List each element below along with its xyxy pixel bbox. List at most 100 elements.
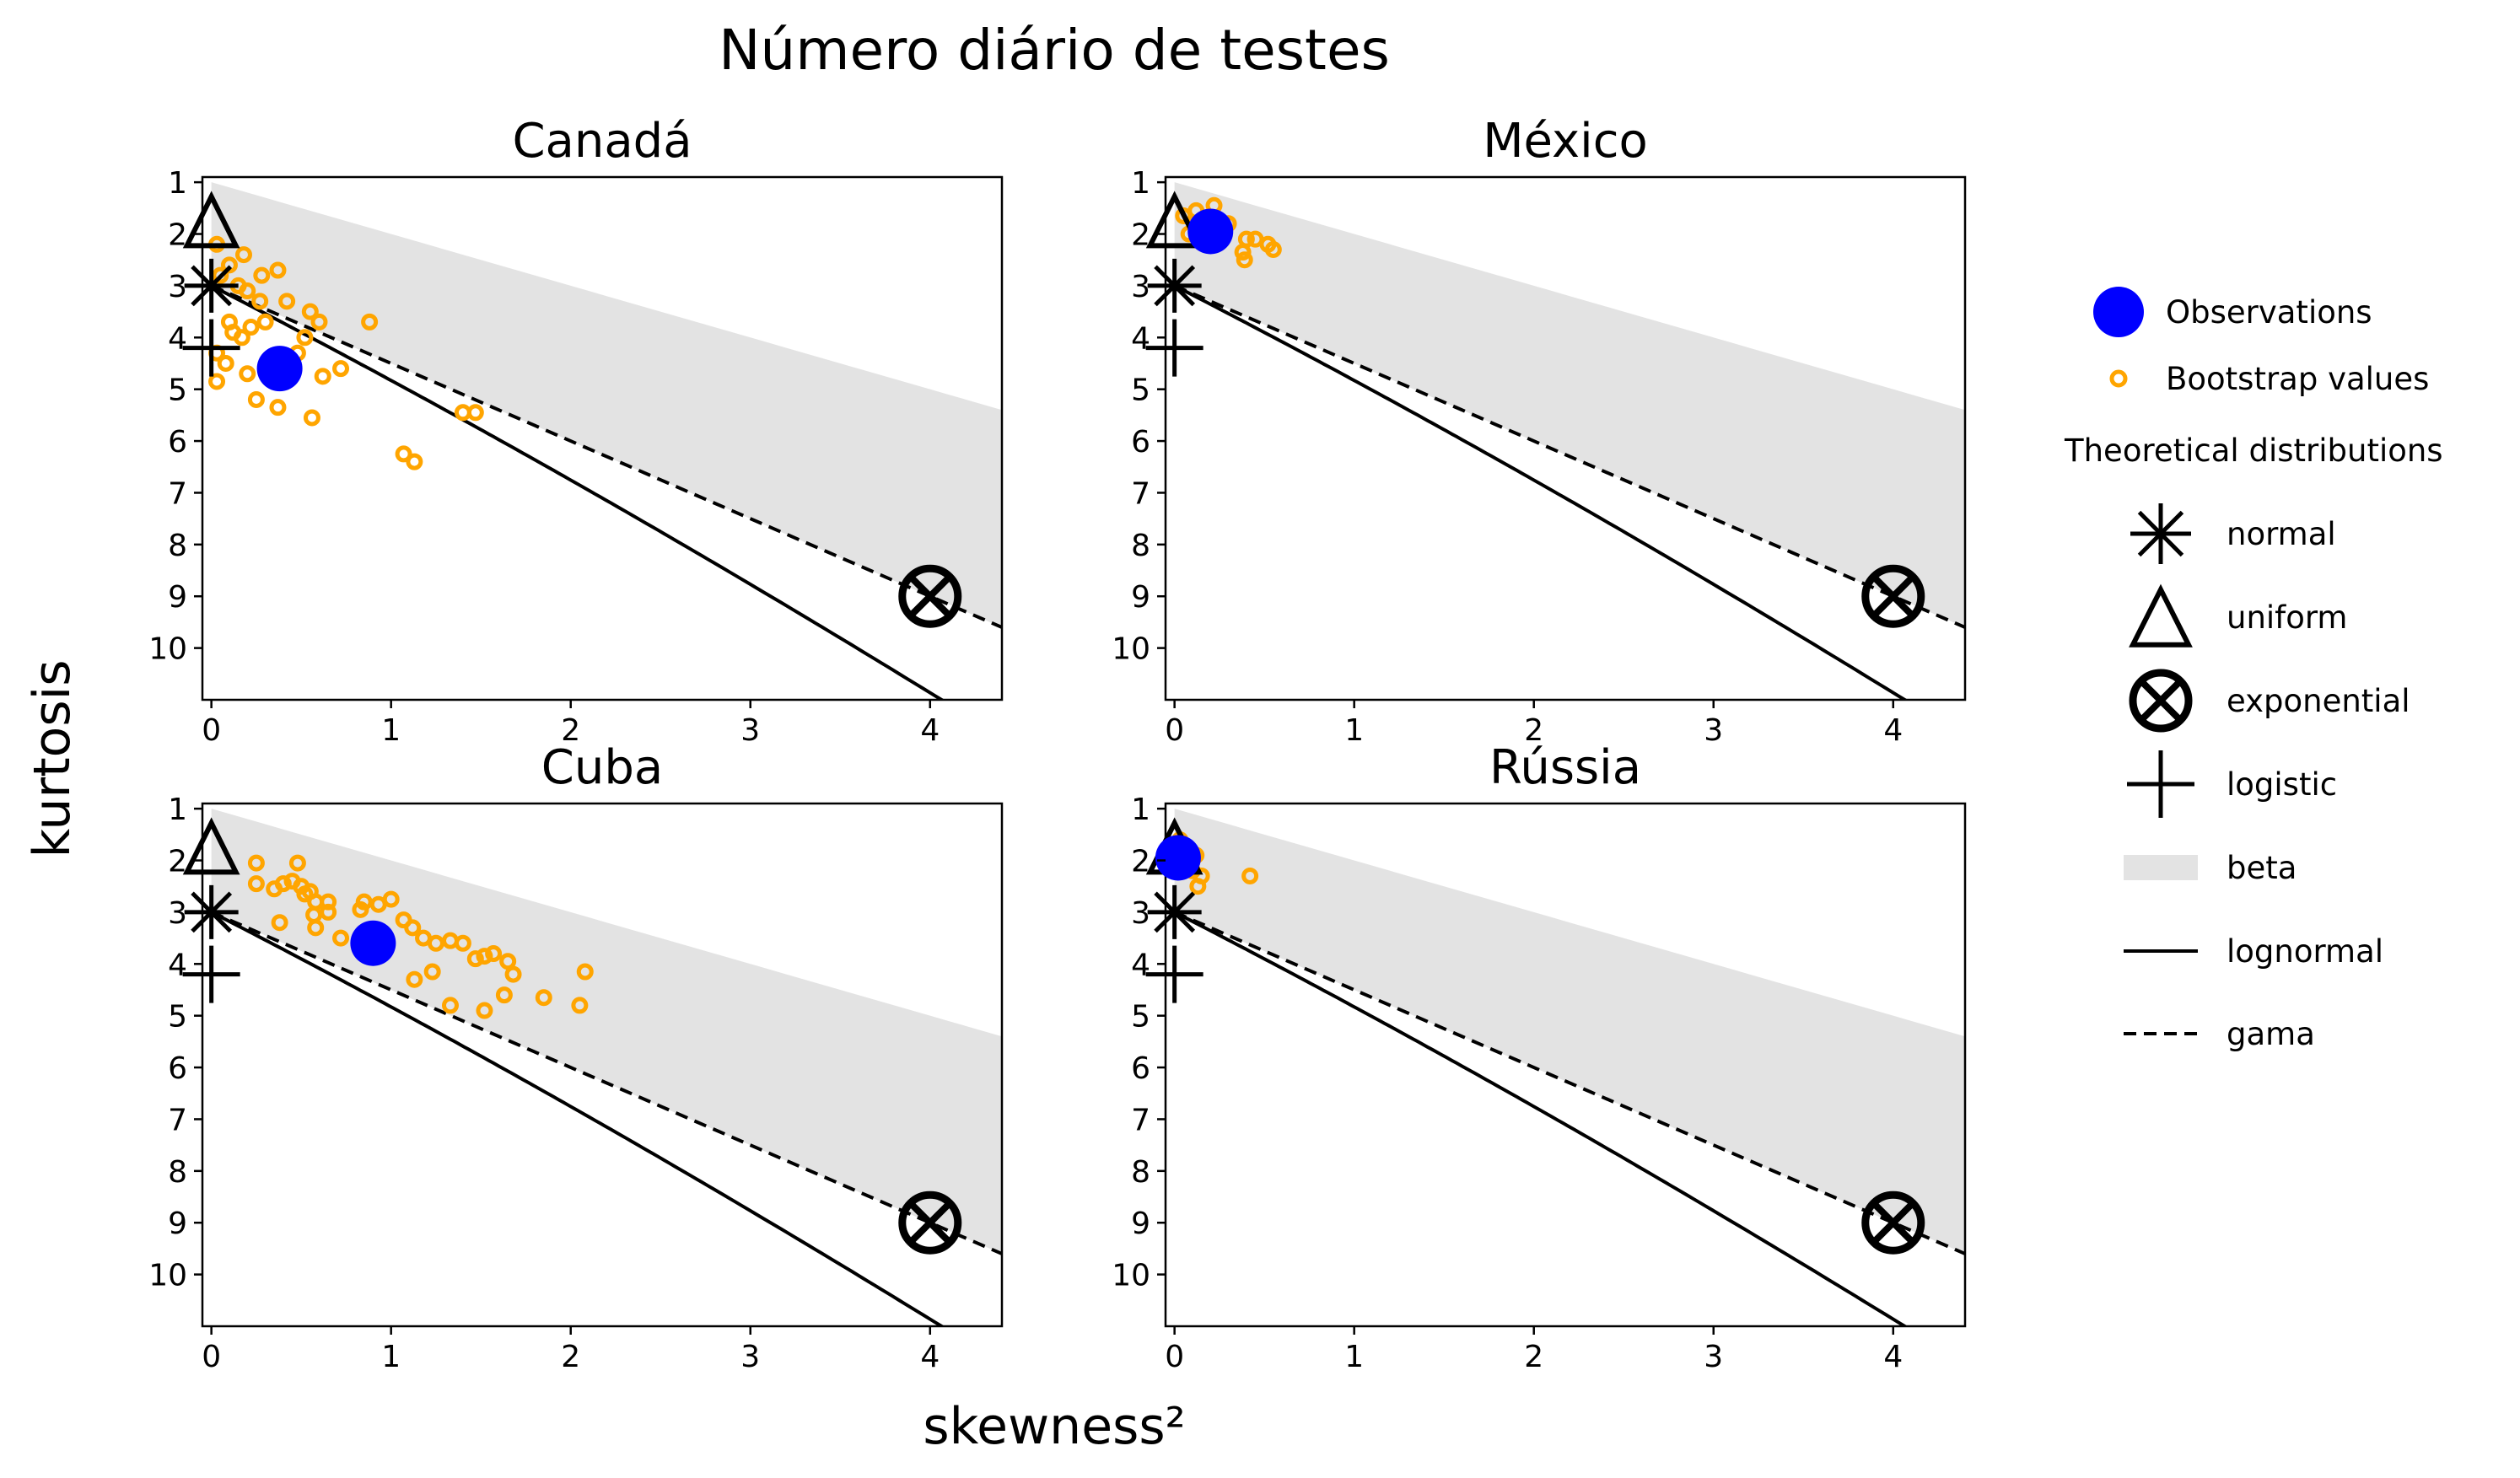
gamma-line [1173,284,1965,629]
x-tick-label: 1 [381,713,401,748]
y-tick-label: 6 [168,425,187,460]
bootstrap-point [278,293,296,310]
normal-marker [184,884,239,939]
y-tick-label: 7 [1131,1103,1150,1137]
y-tick-label: 2 [168,218,187,253]
y-tick-label: 7 [1131,476,1150,511]
y-tick-label: 3 [168,270,187,304]
legend-lognormal: lognormal [2227,933,2383,970]
bootstrap-points [247,854,594,1019]
y-tick-label: 4 [1131,948,1150,982]
bootstrap-point [571,997,589,1014]
exponential-marker-circle [1861,1190,1925,1255]
y-tick-label: 5 [1131,1000,1150,1035]
legend-normal: normal [2227,516,2336,552]
y-tick-label: 4 [1131,321,1150,356]
subplot-3: 0 1 2 3 4 1 2 3 4 5 6 7 8 9 10 Cuba [148,740,1004,1374]
beta-region [211,182,1002,628]
bootstrap-point [423,963,441,981]
bootstrap-point [303,409,320,427]
y-tick-label: 6 [1131,1051,1150,1086]
bootstrap-point [247,875,265,893]
bootstrap-point [1236,251,1253,269]
bootstrap-point [476,1002,493,1019]
bootstrap-point [576,963,594,981]
x-tick-label: 3 [740,1340,760,1374]
x-tick-label: 3 [1704,713,1723,748]
bootstrap-point [535,989,552,1007]
normal-marker [1147,884,1202,939]
legend-exponential-marker-cross [2140,680,2181,721]
exponential-marker [898,564,962,628]
bootstrap-point [314,368,331,385]
y-tick-label: 3 [1131,896,1150,931]
legend-observation-marker [2093,287,2144,337]
plot-area [1173,182,1965,700]
y-tick-label: 4 [168,948,187,982]
bootstrap-point [242,319,260,336]
y-tick-label: 2 [168,845,187,879]
x-tick-label: 0 [202,1340,221,1374]
bootstrap-point [406,970,423,988]
figure-title: Número diário de testes [719,18,1390,83]
bootstrap-point [212,266,229,284]
legend-beta-patch [2124,855,2198,880]
bootstrap-point [208,373,226,390]
exponential-marker-cross [910,576,950,616]
bootstrap-point [355,893,373,911]
bootstrap-point [247,390,265,408]
y-tick-label: 10 [1112,1259,1150,1293]
bootstrap-point [441,997,459,1014]
y-tick-label: 6 [1131,425,1150,460]
legend-exponential: exponential [2227,683,2410,719]
subplot-1: 0 1 2 3 4 1 2 3 4 5 6 7 8 9 10 Canadá [148,114,1004,748]
legend-theoretical-header: Theoretical distributions [2064,433,2443,469]
bootstrap-point [271,914,288,932]
bootstrap-point [466,950,484,968]
x-tick-label: 3 [1704,1340,1723,1374]
plot-area [1171,809,1965,1326]
bootstrap-point [251,293,269,310]
bootstrap-point [274,875,292,893]
y-tick-label: 3 [168,896,187,931]
axes-frame [201,802,1004,1328]
bootstrap-point [269,399,287,417]
bootstrap-point [239,282,256,300]
gamma-line [210,911,1002,1255]
gamma-line [210,284,1002,629]
bootstrap-point [307,919,325,937]
y-tick-label: 5 [1131,374,1150,408]
bootstrap-point [269,261,287,279]
bootstrap-point [239,365,256,383]
y-tick-label: 5 [168,1000,187,1035]
y-tick-label: 9 [168,580,187,615]
y-tick-label: 1 [168,793,187,827]
legend-normal-marker [2130,503,2191,564]
bootstrap-point [217,354,234,372]
legend-gama: gama [2227,1016,2315,1052]
exponential-marker-cross [910,1202,950,1243]
exponential-marker [898,1190,962,1255]
subplot-title: Cuba [541,740,663,795]
x-tick-label: 1 [381,1340,401,1374]
exponential-marker-circle [1861,564,1925,628]
x-tick-label: 1 [1344,713,1364,748]
bootstrap-point [288,854,306,872]
normal-marker [1147,258,1202,313]
bootstrap-point [427,934,444,952]
observation-point [1187,208,1234,255]
bootstrap-point [220,256,238,274]
exponential-marker [1861,564,1925,628]
bootstrap-point [395,445,412,463]
y-tick-label: 4 [168,321,187,356]
y-axis-label: kurtosis [23,659,82,857]
bootstrap-point [301,303,319,320]
exponential-marker-cross [1873,576,1914,616]
axes-frame [1164,802,1967,1328]
plot-area [208,182,1002,700]
legend-bootstrap-marker [2109,369,2128,388]
bootstrap-point [499,953,517,970]
